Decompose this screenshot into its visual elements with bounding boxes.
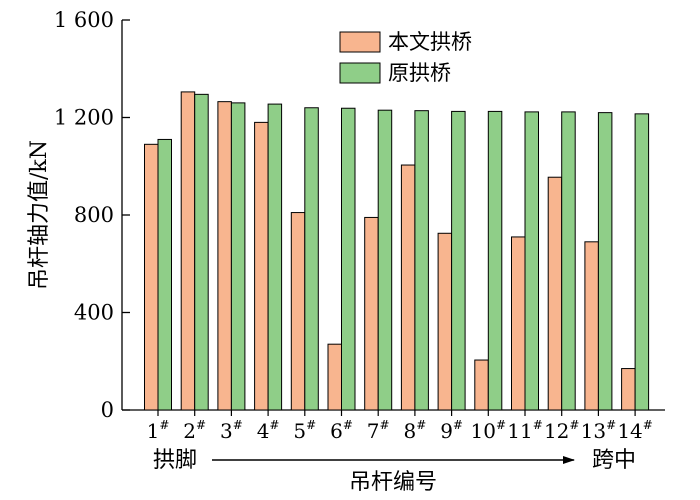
bar-own-bridge-10 <box>474 359 489 411</box>
bar-original-bridge-11 <box>524 111 539 411</box>
bar-original-bridge-6 <box>341 107 356 411</box>
x-start-label: 拱脚 <box>153 448 197 473</box>
x-axis-title: 吊杆编号 <box>349 470 437 495</box>
bar-original-bridge-1 <box>157 138 172 411</box>
y-tick-label: 1 200 <box>54 106 114 130</box>
x-tick-label-2: 2# <box>183 418 206 443</box>
y-axis-title: 吊杆轴力值/kN <box>27 140 52 290</box>
x-tick-label-14: 14# <box>617 418 653 443</box>
y-tick-label: 400 <box>74 301 114 325</box>
legend-label-own-bridge: 本文拱桥 <box>388 30 472 54</box>
bar-own-bridge-11 <box>511 236 526 411</box>
x-tick-label-11: 11# <box>507 418 543 443</box>
bar-own-bridge-9 <box>437 232 453 411</box>
bar-own-bridge-5 <box>290 212 306 411</box>
bar-own-bridge-13 <box>584 241 599 411</box>
x-end-label: 跨中 <box>592 448 636 473</box>
bar-original-bridge-9 <box>451 110 466 411</box>
bar-original-bridge-2 <box>194 93 209 411</box>
bar-own-bridge-14 <box>621 368 636 411</box>
bar-own-bridge-2 <box>180 91 196 411</box>
bar-own-bridge-7 <box>364 216 379 411</box>
x-tick-label-4: 4# <box>257 418 280 443</box>
bar-original-bridge-12 <box>561 111 576 411</box>
x-tick-label-7: 7# <box>367 418 390 443</box>
legend: 本文拱桥 原拱桥 <box>339 30 472 85</box>
x-tick-labels: 1# 2# 3# 4# 5# 6# 7# 8# 9# 10# 11# 12# 13# 14# <box>147 410 653 443</box>
bar-original-bridge-10 <box>487 110 503 411</box>
bar-original-bridge-13 <box>597 112 613 411</box>
x-tick-label-10: 10# <box>471 418 507 443</box>
x-tick-label-13: 13# <box>581 418 617 443</box>
x-tick-label-5: 5# <box>293 418 316 443</box>
y-tick-label: 800 <box>74 203 114 227</box>
bar-own-bridge-3 <box>217 101 232 411</box>
y-tick-label: 0 <box>101 398 114 422</box>
bar-original-bridge-3 <box>230 102 246 411</box>
bar-original-bridge-7 <box>377 109 393 411</box>
x-tick-label-6: 6# <box>330 418 353 443</box>
bars <box>144 91 650 411</box>
bar-own-bridge-6 <box>327 343 342 411</box>
x-tick-label-1: 1# <box>147 418 170 443</box>
legend-swatch-original-bridge <box>339 62 381 84</box>
x-tick-label-9: 9# <box>440 418 463 443</box>
y-tick-label: 1 600 <box>54 8 114 32</box>
x-tick-label-8: 8# <box>404 418 427 443</box>
bar-original-bridge-8 <box>414 110 429 411</box>
bar-own-bridge-12 <box>547 176 563 411</box>
bar-own-bridge-1 <box>144 143 159 411</box>
bar-own-bridge-8 <box>400 164 416 411</box>
x-tick-label-12: 12# <box>544 418 580 443</box>
y-ticks: 0 400 800 1 200 1 600 <box>54 8 130 422</box>
bar-own-bridge-4 <box>254 121 269 411</box>
legend-label-original-bridge: 原拱桥 <box>388 61 451 85</box>
bar-original-bridge-5 <box>304 107 319 411</box>
bar-original-bridge-14 <box>634 113 650 411</box>
legend-swatch-own-bridge <box>339 31 381 53</box>
x-tick-label-3: 3# <box>220 418 243 443</box>
bar-original-bridge-4 <box>267 103 283 411</box>
